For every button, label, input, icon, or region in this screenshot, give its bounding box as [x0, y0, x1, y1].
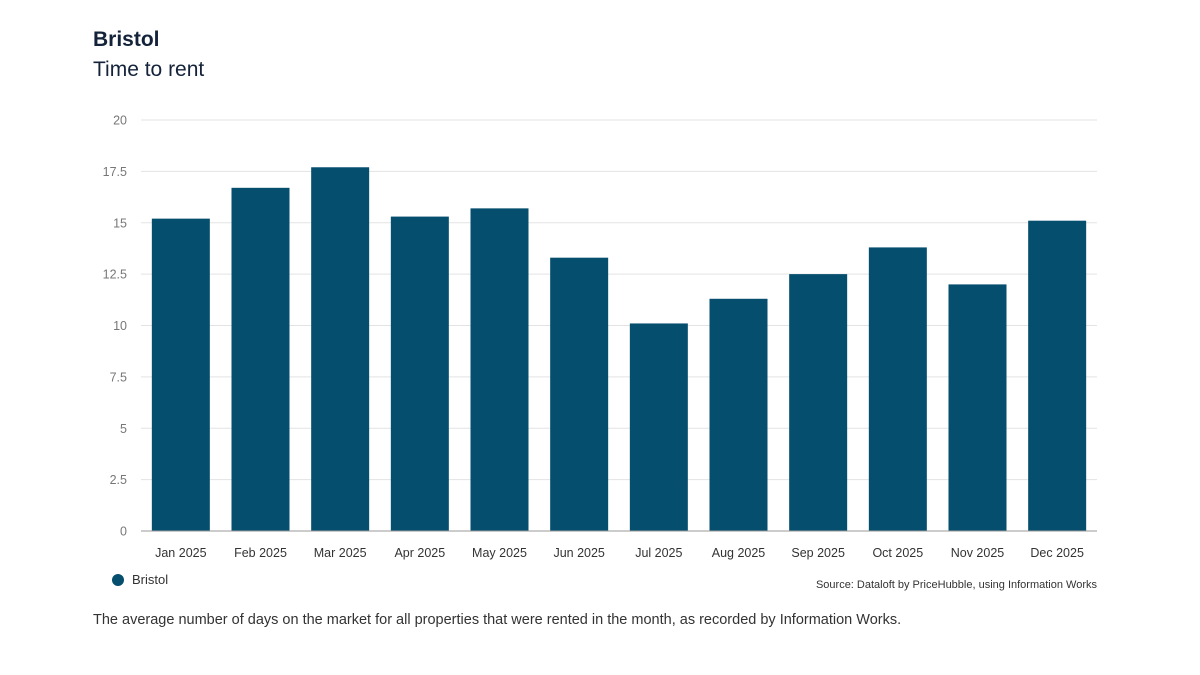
bar-sep-2025 [789, 274, 848, 531]
x-tick-label: Jul 2025 [635, 546, 682, 560]
x-tick-label: Nov 2025 [951, 546, 1005, 560]
y-tick-label: 17.5 [103, 165, 127, 179]
legend-swatch [112, 573, 124, 586]
grid-lines [141, 119, 1097, 481]
chart-subtitle: Time to rent [93, 58, 205, 81]
bar-dec-2025 [1028, 220, 1087, 531]
bar-jun-2025 [550, 257, 609, 531]
x-tick-label: Jun 2025 [553, 546, 604, 560]
y-tick-label: 5 [120, 422, 127, 436]
y-tick-label: 10 [113, 319, 127, 333]
x-axis-ticks: Jan 2025 Feb 2025 Mar 2025 Apr 2025 May 2025… [155, 546, 1084, 560]
bar-aug-2025 [709, 298, 768, 531]
y-tick-label: 20 [113, 114, 127, 128]
bar-mar-2025 [311, 167, 370, 531]
x-tick-label: Dec 2025 [1030, 546, 1084, 560]
y-tick-label: 15 [113, 216, 127, 230]
y-tick-label: 0 [120, 525, 127, 539]
bar-feb-2025 [231, 187, 290, 531]
bar-nov-2025 [948, 284, 1007, 531]
x-tick-label: Mar 2025 [314, 546, 367, 560]
bar-apr-2025 [390, 216, 449, 531]
legend-label: Bristol [132, 572, 169, 587]
x-tick-label: May 2025 [472, 546, 527, 560]
y-tick-label: 2.5 [110, 473, 127, 487]
legend: Bristol [112, 572, 168, 587]
x-tick-label: Apr 2025 [394, 546, 445, 560]
x-tick-label: Oct 2025 [872, 546, 923, 560]
y-tick-label: 7.5 [110, 370, 127, 384]
y-axis-ticks: 0 2.5 5 7.5 10 12.5 15 17.5 20 [103, 114, 127, 539]
x-tick-label: Aug 2025 [712, 546, 766, 560]
source-note: Source: Dataloft by PriceHubble, using I… [815, 579, 1097, 591]
y-tick-label: 12.5 [103, 268, 127, 282]
bar-may-2025 [470, 208, 529, 532]
chart-title: Bristol [93, 28, 160, 51]
bar-jul-2025 [629, 323, 688, 531]
footnote: The average number of days on the market… [93, 612, 902, 628]
x-tick-label: Jan 2025 [155, 546, 206, 560]
x-tick-label: Sep 2025 [791, 546, 845, 560]
bar-oct-2025 [868, 247, 927, 531]
bars [151, 167, 1087, 532]
x-tick-label: Feb 2025 [234, 546, 287, 560]
bar-jan-2025 [151, 218, 210, 531]
